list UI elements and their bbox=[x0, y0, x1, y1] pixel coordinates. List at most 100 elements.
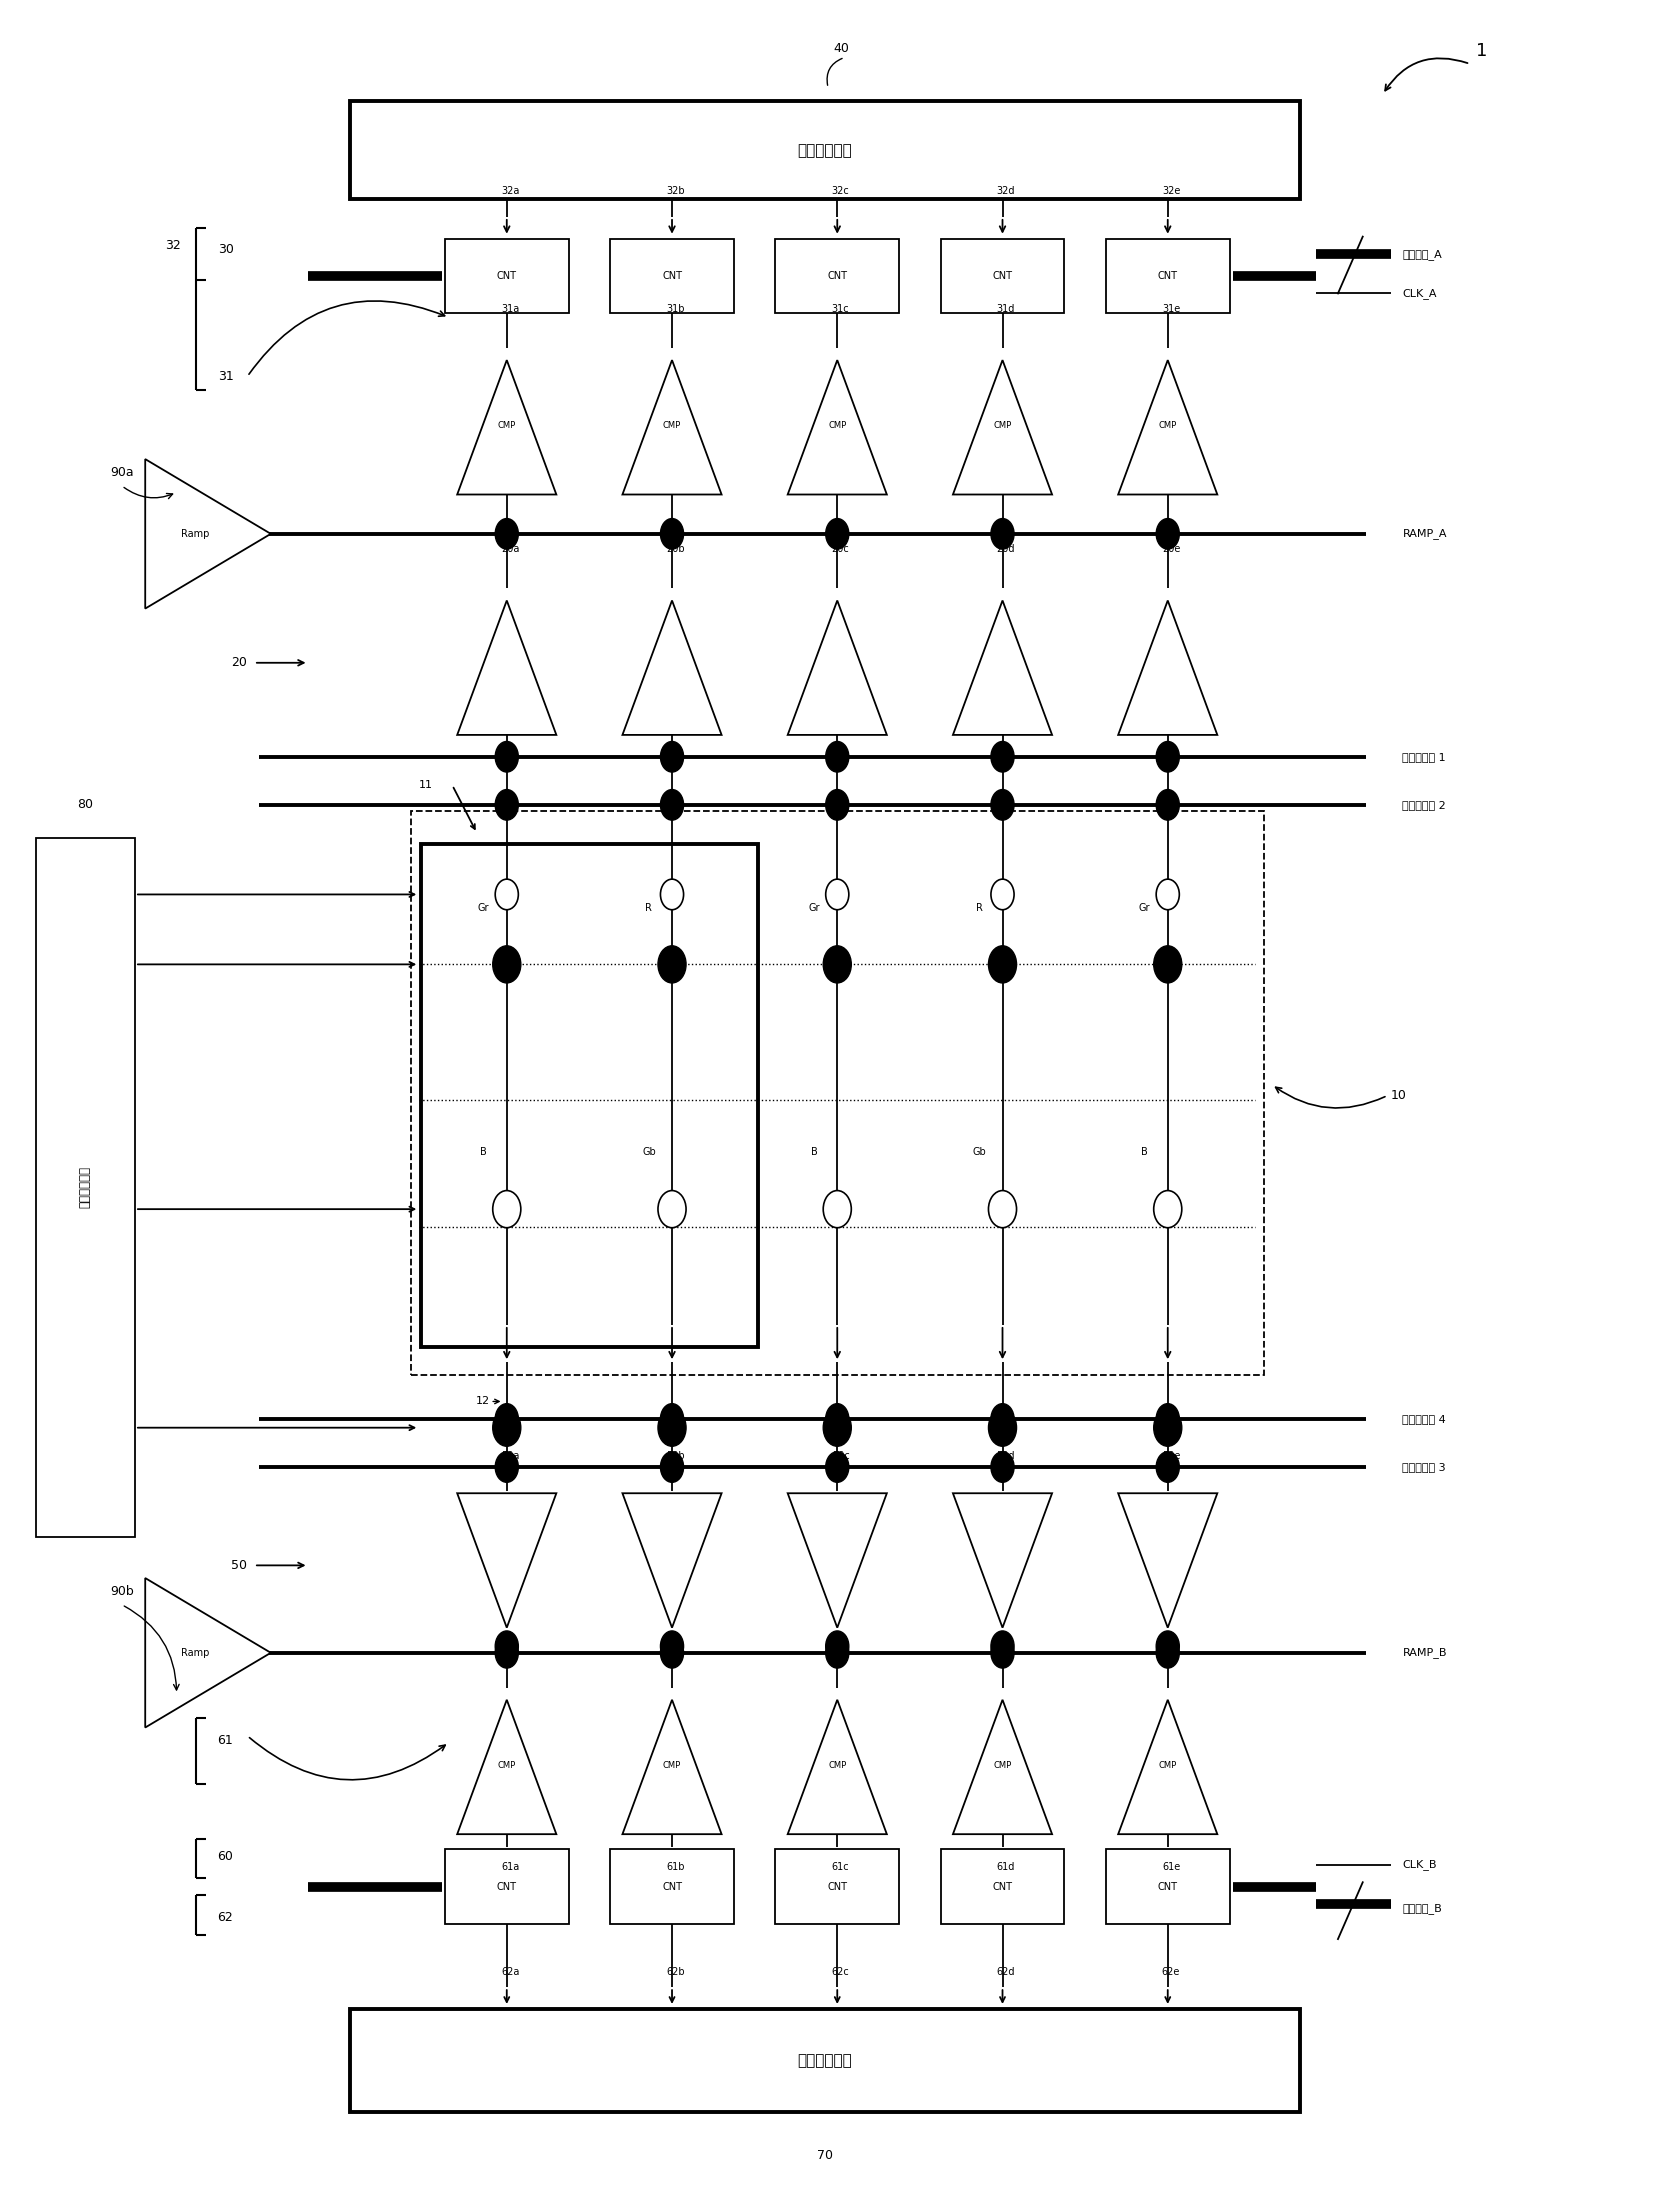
Text: 增益控制线 2: 增益控制线 2 bbox=[1402, 800, 1445, 811]
Text: B: B bbox=[1140, 1148, 1147, 1157]
Text: Gr: Gr bbox=[477, 903, 489, 914]
Circle shape bbox=[659, 789, 683, 819]
FancyBboxPatch shape bbox=[350, 101, 1299, 199]
Text: CLK_A: CLK_A bbox=[1402, 287, 1437, 298]
Polygon shape bbox=[621, 1494, 721, 1628]
Circle shape bbox=[825, 519, 848, 550]
Text: 50a: 50a bbox=[500, 1450, 519, 1461]
Circle shape bbox=[991, 741, 1014, 771]
Text: 61b: 61b bbox=[666, 1862, 684, 1871]
Text: 32: 32 bbox=[166, 239, 181, 252]
Circle shape bbox=[659, 879, 683, 909]
Text: CNT: CNT bbox=[1157, 272, 1176, 280]
Polygon shape bbox=[787, 600, 886, 734]
Circle shape bbox=[659, 1637, 683, 1667]
Text: 20: 20 bbox=[232, 657, 247, 668]
Text: 32b: 32b bbox=[666, 186, 684, 195]
Polygon shape bbox=[621, 600, 721, 734]
FancyBboxPatch shape bbox=[610, 1849, 734, 1924]
Circle shape bbox=[991, 1404, 1014, 1435]
Text: CNT: CNT bbox=[993, 1882, 1012, 1891]
Text: CNT: CNT bbox=[827, 1882, 847, 1891]
Text: R: R bbox=[976, 903, 983, 914]
Circle shape bbox=[495, 1637, 519, 1667]
Polygon shape bbox=[146, 1578, 270, 1727]
Text: 增益控制线 4: 增益控制线 4 bbox=[1402, 1413, 1445, 1424]
Circle shape bbox=[988, 1409, 1016, 1446]
Polygon shape bbox=[787, 359, 886, 495]
Circle shape bbox=[658, 1190, 686, 1227]
Circle shape bbox=[495, 741, 519, 771]
Text: 61d: 61d bbox=[996, 1862, 1014, 1871]
Polygon shape bbox=[1117, 1700, 1216, 1834]
Polygon shape bbox=[621, 1700, 721, 1834]
Text: 31: 31 bbox=[217, 370, 234, 383]
Circle shape bbox=[991, 1630, 1014, 1661]
Text: 12: 12 bbox=[476, 1396, 490, 1407]
Text: Gb: Gb bbox=[973, 1148, 986, 1157]
Circle shape bbox=[658, 1409, 686, 1446]
Polygon shape bbox=[1117, 359, 1216, 495]
Circle shape bbox=[1155, 1404, 1178, 1435]
Circle shape bbox=[1155, 789, 1178, 819]
Text: RAMP_B: RAMP_B bbox=[1402, 1648, 1447, 1659]
Text: 水平扫描电路: 水平扫描电路 bbox=[797, 2053, 852, 2068]
Text: 62b: 62b bbox=[666, 1968, 684, 1976]
Circle shape bbox=[659, 1630, 683, 1661]
Text: 31a: 31a bbox=[500, 305, 519, 313]
Text: 增益控制线 1: 增益控制线 1 bbox=[1402, 752, 1445, 762]
Text: CNT: CNT bbox=[661, 1882, 681, 1891]
Text: Ramp: Ramp bbox=[181, 1648, 209, 1659]
Text: 20e: 20e bbox=[1162, 543, 1180, 554]
Circle shape bbox=[825, 741, 848, 771]
FancyBboxPatch shape bbox=[1105, 1849, 1229, 1924]
Text: 11: 11 bbox=[419, 780, 432, 791]
Circle shape bbox=[1153, 1190, 1181, 1227]
Text: 水平扫描电路: 水平扫描电路 bbox=[797, 142, 852, 158]
Text: 40: 40 bbox=[833, 42, 848, 55]
Polygon shape bbox=[953, 1494, 1052, 1628]
Circle shape bbox=[825, 789, 848, 819]
Text: B: B bbox=[481, 1148, 487, 1157]
Text: CMP: CMP bbox=[497, 421, 515, 429]
Text: 31e: 31e bbox=[1162, 305, 1180, 313]
Text: CMP: CMP bbox=[993, 421, 1011, 429]
Circle shape bbox=[824, 947, 850, 984]
Text: 32e: 32e bbox=[1162, 186, 1180, 195]
Text: CMP: CMP bbox=[993, 1762, 1011, 1770]
Circle shape bbox=[825, 1630, 848, 1661]
Text: CMP: CMP bbox=[497, 1762, 515, 1770]
Text: Gr: Gr bbox=[1138, 903, 1150, 914]
Polygon shape bbox=[146, 460, 270, 609]
FancyBboxPatch shape bbox=[775, 1849, 898, 1924]
Circle shape bbox=[1153, 947, 1181, 984]
Text: 61e: 61e bbox=[1162, 1862, 1180, 1871]
Text: 62e: 62e bbox=[1162, 1968, 1180, 1976]
Text: CNT: CNT bbox=[661, 272, 681, 280]
Circle shape bbox=[659, 519, 683, 550]
Text: 70: 70 bbox=[817, 2149, 832, 2163]
Text: CNT: CNT bbox=[497, 272, 517, 280]
Circle shape bbox=[991, 789, 1014, 819]
Text: CNT: CNT bbox=[1157, 1882, 1176, 1891]
Circle shape bbox=[988, 947, 1016, 984]
Polygon shape bbox=[953, 359, 1052, 495]
Text: 80: 80 bbox=[78, 798, 93, 811]
Circle shape bbox=[825, 879, 848, 909]
Polygon shape bbox=[953, 1700, 1052, 1834]
Text: 50e: 50e bbox=[1162, 1450, 1180, 1461]
Text: 数字输出_B: 数字输出_B bbox=[1402, 1904, 1442, 1915]
Circle shape bbox=[1155, 1630, 1178, 1661]
Text: 10: 10 bbox=[1390, 1089, 1407, 1102]
Text: 50b: 50b bbox=[666, 1450, 684, 1461]
Polygon shape bbox=[457, 359, 557, 495]
Text: RAMP_A: RAMP_A bbox=[1402, 528, 1447, 539]
Circle shape bbox=[495, 1630, 519, 1661]
Polygon shape bbox=[457, 600, 557, 734]
Text: 30: 30 bbox=[217, 243, 234, 256]
FancyBboxPatch shape bbox=[36, 837, 134, 1536]
Polygon shape bbox=[1117, 1494, 1216, 1628]
Text: 62d: 62d bbox=[996, 1968, 1014, 1976]
Text: 31c: 31c bbox=[832, 305, 848, 313]
Text: CMP: CMP bbox=[827, 1762, 845, 1770]
